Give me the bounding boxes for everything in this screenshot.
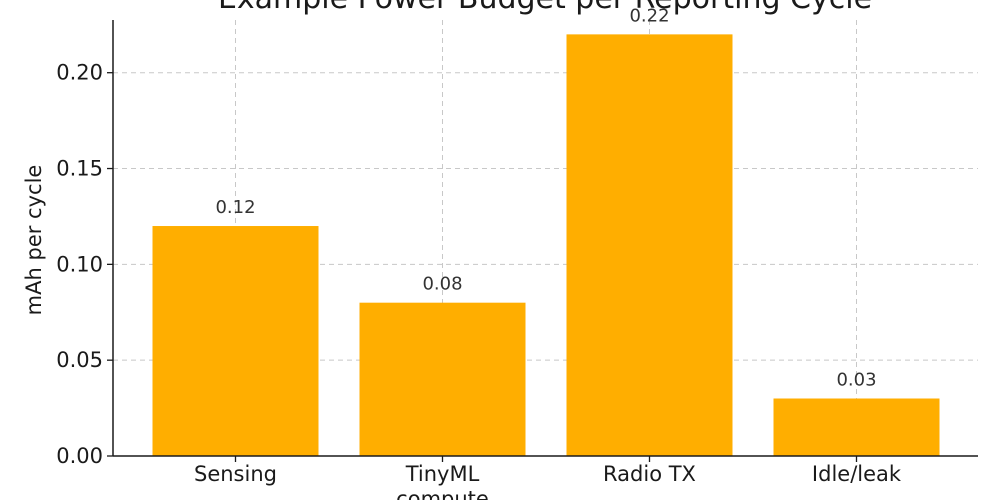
x-tick-label: Idle/leak bbox=[812, 462, 902, 486]
x-tick-label: Sensing bbox=[194, 462, 277, 486]
x-tick-label-line: Sensing bbox=[194, 462, 277, 486]
x-tick-label: Radio TX bbox=[603, 462, 696, 486]
x-tick-label-line: Radio TX bbox=[603, 462, 696, 486]
bars bbox=[152, 34, 940, 456]
bar-value-label: 0.12 bbox=[215, 197, 255, 218]
bar bbox=[773, 398, 940, 456]
bar-value-label: 0.03 bbox=[836, 370, 876, 391]
chart-title: Example Power Budget per Reporting Cycle bbox=[218, 0, 872, 16]
y-tick-label: 0.10 bbox=[56, 252, 103, 276]
axes bbox=[107, 20, 978, 462]
y-tick-label: 0.15 bbox=[56, 157, 103, 181]
x-tick-label-line: TinyML bbox=[405, 462, 480, 486]
x-tick-label-line: compute bbox=[396, 487, 489, 500]
labels: 0.00 0.05 0.10 0.15 0.20 0.12 0.08 0.22 0.03 Sens… bbox=[56, 5, 902, 500]
bar bbox=[566, 34, 733, 456]
bar-value-label: 0.22 bbox=[629, 5, 669, 26]
bar bbox=[359, 302, 526, 456]
bar bbox=[152, 226, 319, 456]
y-tick-label: 0.00 bbox=[56, 444, 103, 468]
y-tick-label: 0.05 bbox=[56, 348, 103, 372]
bar-value-label: 0.08 bbox=[422, 274, 462, 295]
x-tick-label-line: Idle/leak bbox=[812, 462, 902, 486]
x-tick-label: TinyML compute bbox=[396, 462, 489, 500]
y-axis-label: mAh per cycle bbox=[22, 165, 46, 316]
y-tick-label: 0.20 bbox=[56, 61, 103, 85]
